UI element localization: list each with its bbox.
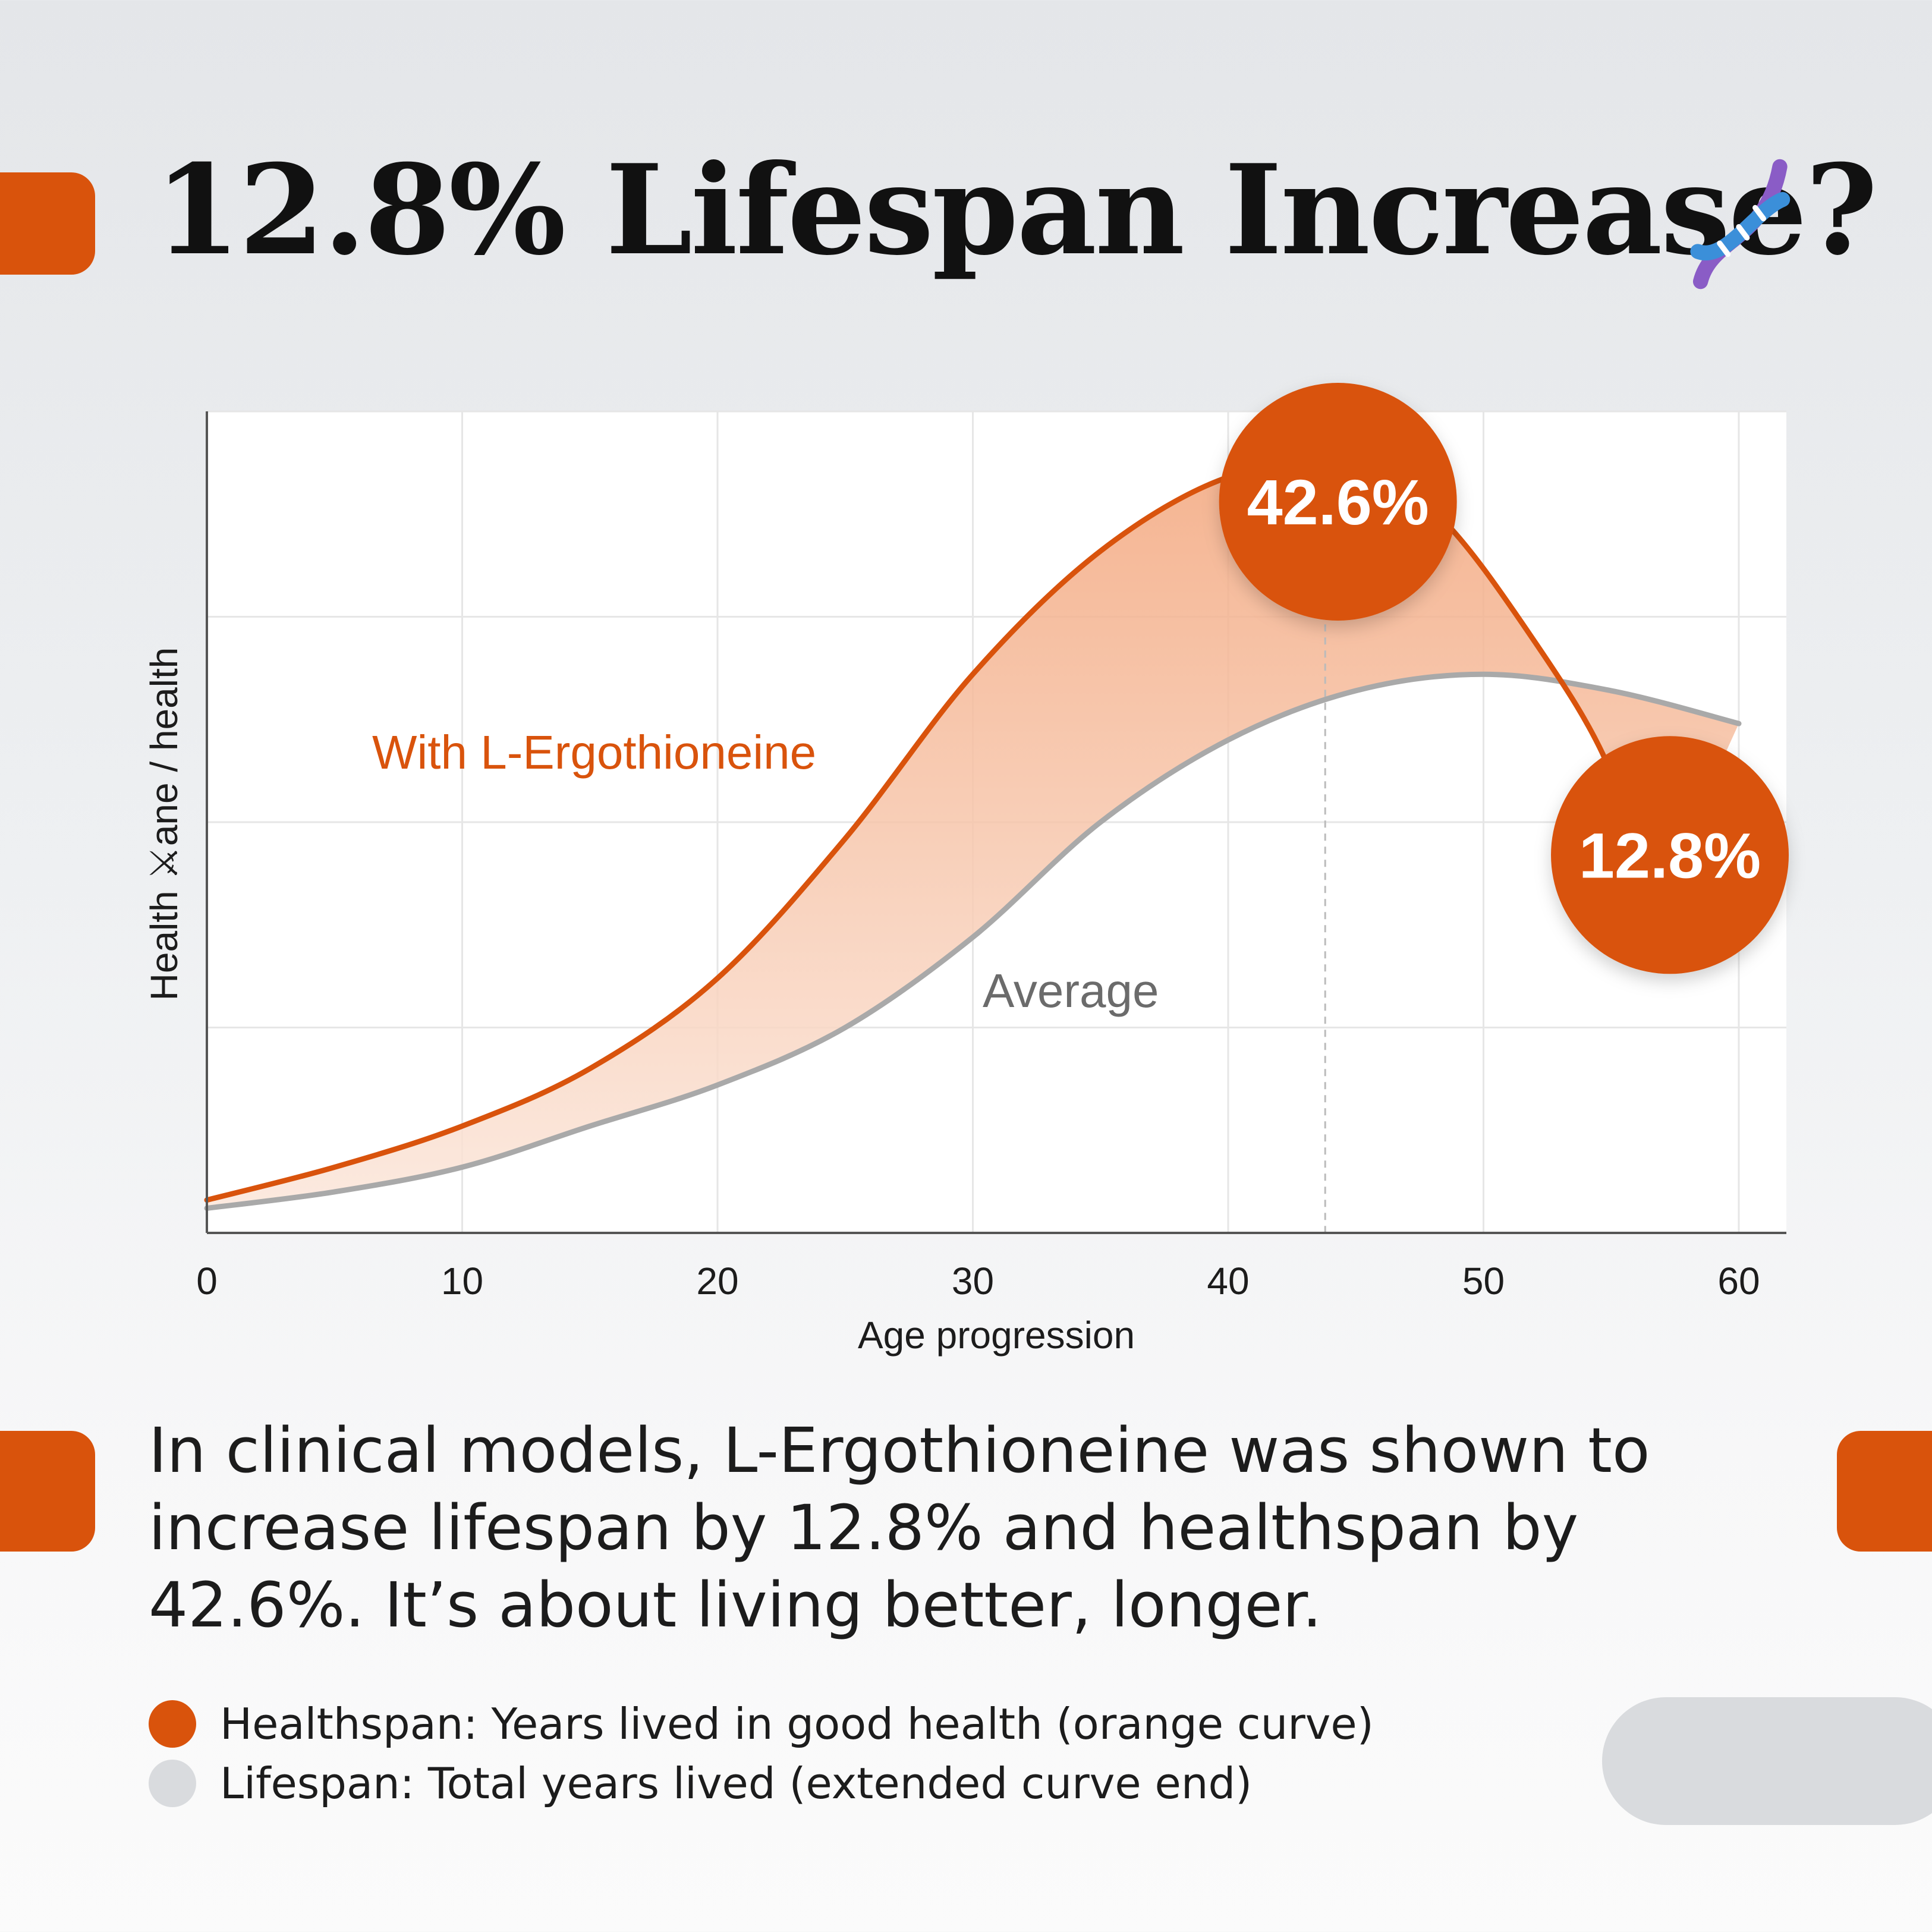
series-label-with-l-ergothioneine: With L-Ergothioneine [372,726,816,779]
legend-dot-healthspan [149,1700,196,1748]
legend: Healthspan: Years lived in good health (… [149,1694,1374,1813]
annotation-badge: 42.6% [1219,383,1457,621]
legend-label-lifespan: Lifespan: Total years lived (extended cu… [220,1758,1253,1808]
x-tick-label: 40 [1207,1260,1249,1302]
legend-item-healthspan: Healthspan: Years lived in good health (… [149,1694,1374,1754]
x-tick-label: 20 [696,1260,738,1302]
x-tick-label: 30 [952,1260,994,1302]
annotation-badge-label: 42.6% [1247,466,1429,538]
accent-tab-middle-right [1837,1431,1932,1552]
y-axis-label: Health ⚔ane / health [143,647,185,1001]
body-text: In clinical models, L-Ergothioneine was … [149,1414,1650,1641]
accent-tab-middle-left [0,1431,95,1552]
annotation-badge: 12.8% [1551,736,1789,974]
page-title: 12.8% Lifespan Increase? [155,138,1878,283]
accent-tab-top-left [0,172,95,275]
legend-dot-lifespan [149,1760,196,1807]
annotation-badge-label: 12.8% [1579,819,1761,891]
x-tick-label: 0 [196,1260,218,1302]
x-tick-label: 10 [441,1260,483,1302]
series-line-average [204,671,1742,1211]
series-line-with-l-ergothioneine [204,462,1653,1203]
annotation-badge-circle [1551,736,1789,974]
x-tick-label: 50 [1462,1260,1505,1302]
dna-icon [1690,159,1791,290]
annotation-badge-circle [1219,383,1457,621]
x-axis-label: Age progression [858,1314,1135,1357]
series-label-average: Average [983,964,1159,1017]
decorative-pill [1602,1697,1932,1825]
area-between-curves [207,465,1739,1209]
x-tick-label: 60 [1717,1260,1760,1302]
legend-label-healthspan: Healthspan: Years lived in good health (… [220,1699,1374,1749]
legend-item-lifespan: Lifespan: Total years lived (extended cu… [149,1754,1374,1813]
chart: 0 10 20 30 40 50 60 Age progression Health ⚔an… [143,383,1789,1357]
